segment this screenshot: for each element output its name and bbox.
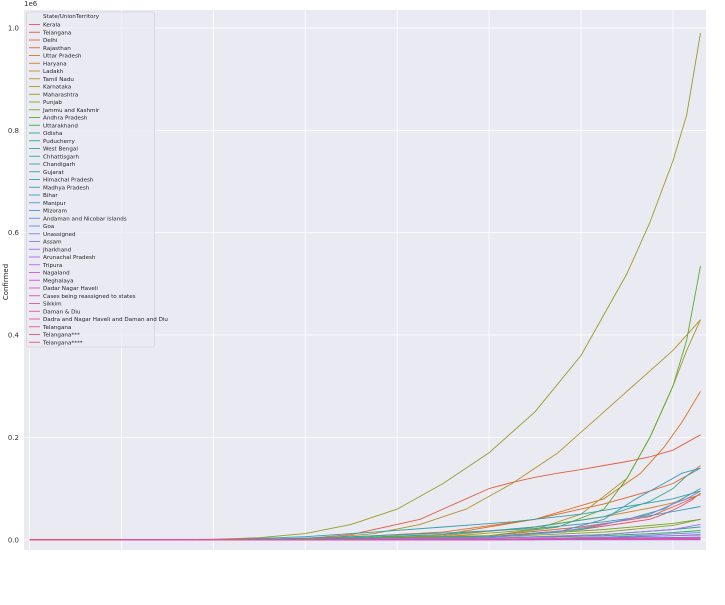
legend-item-label: Chandigarh: [43, 162, 76, 168]
legend-item-label: Telangana****: [42, 340, 83, 346]
legend-item-label: Dadra and Nagar Haveli and Daman and Diu: [43, 317, 168, 323]
legend-item-label: Telangana: [42, 30, 71, 36]
legend-item-label: Odisha: [43, 131, 62, 137]
legend-title: State/UnionTerritory: [43, 14, 100, 20]
series-line: [29, 265, 701, 541]
series-line: [29, 538, 701, 541]
legend-item-label: Kerala: [43, 23, 61, 29]
legend-item-label: Tamil Nadu: [42, 77, 74, 83]
y-tick-label: 0.2: [8, 434, 19, 442]
y-tick-labels: 0.0 0.2 0.4 0.6 0.8 1.0: [8, 24, 20, 544]
legend-item-label: Assam: [43, 240, 62, 246]
legend-item-label: Himachal Pradesh: [43, 178, 94, 184]
legend-item-label: Andaman and Nicobar Islands: [43, 216, 127, 222]
legend-item-label: Telangana: [42, 325, 71, 331]
legend-item-label: Cases being reassigned to states: [43, 294, 136, 300]
y-tick-label: 0.4: [8, 332, 20, 340]
legend-item-label: Mizoram: [43, 209, 67, 215]
series-line: [29, 434, 701, 541]
legend-item-label: Jharkhand: [42, 247, 72, 253]
legend-item-label: Rajasthan: [43, 46, 71, 52]
legend-item-label: Tripura: [42, 263, 62, 269]
y-axis-label: Confirmed: [2, 264, 10, 300]
legend-item-label: Telangana***: [42, 333, 80, 339]
legend-item-label: Gujarat: [43, 170, 65, 176]
legend-item-label: Maharashtra: [43, 92, 78, 98]
legend-item-label: Puducherry: [43, 139, 75, 145]
legend-item-label: Haryana: [43, 61, 67, 67]
legend-item-label: Daman & Diu: [43, 309, 81, 315]
legend-box: [26, 11, 155, 348]
legend-item-label: Jammu and Kashmir: [42, 108, 100, 114]
y-tick-label: 1.0: [8, 24, 19, 32]
y-tick-label: 0.8: [8, 127, 19, 135]
series-line: [29, 490, 701, 541]
legend-item-label: Punjab: [43, 100, 62, 106]
legend-item-label: Andhra Pradesh: [43, 116, 88, 122]
legend-item-label: Manipur: [43, 201, 66, 207]
legend-item-label: Uttarakhand: [43, 123, 78, 129]
legend-item-label: Meghalaya: [43, 278, 74, 284]
y-tick-label: 0.0: [8, 536, 19, 544]
series-line: [29, 467, 701, 541]
legend: State/UnionTerritory KeralaTelanganaDelh…: [26, 11, 168, 348]
legend-item-label: Unassigned: [43, 232, 76, 238]
legend-item-label: Karnataka: [43, 85, 71, 91]
legend-item-label: Goa: [43, 224, 54, 230]
y-offset-label: 1e6: [24, 0, 38, 8]
legend-item-label: West Bengal: [43, 147, 78, 153]
legend-item-label: Arunachal Pradesh: [43, 255, 96, 261]
legend-item-label: Bihar: [43, 193, 58, 199]
legend-item-label: Dadar Nagar Haveli: [43, 286, 98, 292]
legend-item-label: Ladakh: [43, 69, 64, 75]
legend-item-label: Delhi: [43, 38, 58, 44]
legend-item-label: Chhattisgarh: [43, 154, 79, 160]
legend-item-label: Nagaland: [43, 271, 70, 277]
legend-item-label: Sikkim: [43, 302, 62, 308]
series-line: [29, 32, 701, 541]
y-tick-label: 0.6: [8, 229, 20, 237]
legend-item-label: Uttar Pradesh: [43, 54, 82, 60]
series-line: [29, 506, 701, 541]
legend-item-label: Madhya Pradesh: [43, 185, 90, 191]
series-lines: [29, 32, 701, 541]
